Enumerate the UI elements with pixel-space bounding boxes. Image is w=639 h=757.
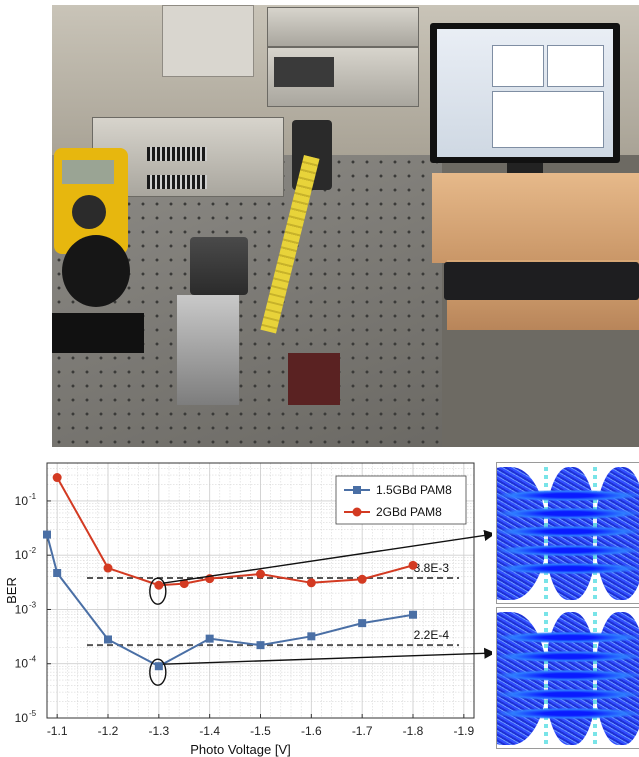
series-2-point: [357, 574, 367, 584]
lab-setup-photo: [52, 5, 639, 447]
y-tick-exponent: -2: [29, 546, 37, 555]
series-2-point: [154, 580, 164, 590]
series-1-point: [53, 568, 62, 577]
series-1-point: [205, 634, 214, 643]
series-2-point: [256, 569, 265, 579]
photodetector-head: [62, 235, 130, 307]
eye-level: [497, 708, 639, 719]
y-tick-label: 10: [15, 711, 29, 725]
ber-chart-svg: -1.1 -1.2 -1.3 -1.4 -1.5 -1.6 -1.7 -1.8 -1.910 -5…: [4, 462, 492, 757]
series-2-point: [52, 473, 62, 483]
x-axis-label: Photo Voltage [V]: [190, 742, 290, 757]
power-supply-vents-lower: [147, 175, 207, 189]
multimeter-display: [62, 160, 114, 184]
callout-arrow: [162, 647, 492, 665]
series-1-point: [43, 530, 51, 539]
eye-diagram-2gbd: [496, 462, 639, 604]
series-1-point: [307, 632, 316, 641]
y-tick-exponent: -1: [29, 492, 37, 501]
legend-marker: [353, 486, 361, 494]
keyboard: [444, 262, 639, 300]
series-1-point: [256, 641, 265, 650]
eye-level: [497, 563, 639, 574]
ber-chart: -1.1 -1.2 -1.3 -1.4 -1.5 -1.6 -1.7 -1.8 -1.9 10 -5…: [0, 450, 492, 757]
highlight-ellipse: [149, 658, 167, 686]
y-tick-exponent: -3: [29, 600, 37, 609]
eye-level: [497, 651, 639, 662]
eye-level: [497, 545, 639, 556]
series-1-point: [358, 619, 367, 628]
screen-plot-2: [547, 45, 604, 87]
highlight-ellipse: [149, 577, 167, 605]
eye-level: [497, 526, 639, 537]
multimeter-dial: [72, 195, 106, 229]
y-tick-exponent: -4: [29, 655, 37, 664]
callout-arrow: [162, 529, 492, 584]
series-1-point: [409, 610, 417, 619]
series-2-point: [408, 560, 418, 570]
series-1-point: [154, 662, 163, 671]
threshold-label: 3.8E-3: [414, 561, 450, 575]
y-axis-label: BER: [4, 577, 19, 604]
eye-level: [497, 508, 639, 519]
instrument-display: [274, 57, 334, 87]
y-tick-label: 10: [15, 657, 29, 671]
instrument-rack-top: [267, 7, 419, 47]
x-tick-label: -1.3: [148, 724, 169, 738]
x-tick-label: -1.9: [453, 724, 474, 738]
y-tick-label: 10: [15, 548, 29, 562]
eye-diagram-1-5gbd: [496, 607, 639, 749]
eye-level: [497, 670, 639, 681]
legend-label: 1.5GBd PAM8: [376, 483, 452, 497]
eye-level: [497, 490, 639, 501]
y-tick-label: 10: [15, 494, 29, 508]
legend-marker: [352, 507, 362, 517]
screen-plot-1: [492, 45, 544, 87]
x-tick-label: -1.7: [352, 724, 373, 738]
y-tick-label: 10: [15, 602, 29, 616]
series-2-point: [179, 579, 189, 589]
eye-level: [497, 689, 639, 700]
legend-label: 2GBd PAM8: [376, 505, 442, 519]
x-tick-label: -1.4: [199, 724, 220, 738]
screen-plot-3: [492, 91, 604, 148]
desk-top: [432, 173, 639, 263]
series-2-point: [306, 578, 316, 588]
power-supply-vents: [147, 147, 207, 161]
translation-stage: [177, 295, 239, 405]
series-1-point: [104, 635, 112, 644]
eye-level: [497, 632, 639, 643]
cooling-fan: [190, 237, 248, 295]
x-tick-label: -1.5: [250, 724, 271, 738]
series-2-point: [103, 563, 113, 573]
x-tick-label: -1.1: [47, 724, 68, 738]
x-tick-label: -1.8: [403, 724, 424, 738]
x-tick-label: -1.6: [301, 724, 322, 738]
business-card: [288, 353, 340, 405]
cabinet: [162, 5, 254, 77]
threshold-label: 2.2E-4: [414, 628, 450, 642]
photodetector-base: [52, 313, 144, 353]
y-tick-exponent: -5: [29, 709, 37, 718]
x-tick-label: -1.2: [98, 724, 119, 738]
